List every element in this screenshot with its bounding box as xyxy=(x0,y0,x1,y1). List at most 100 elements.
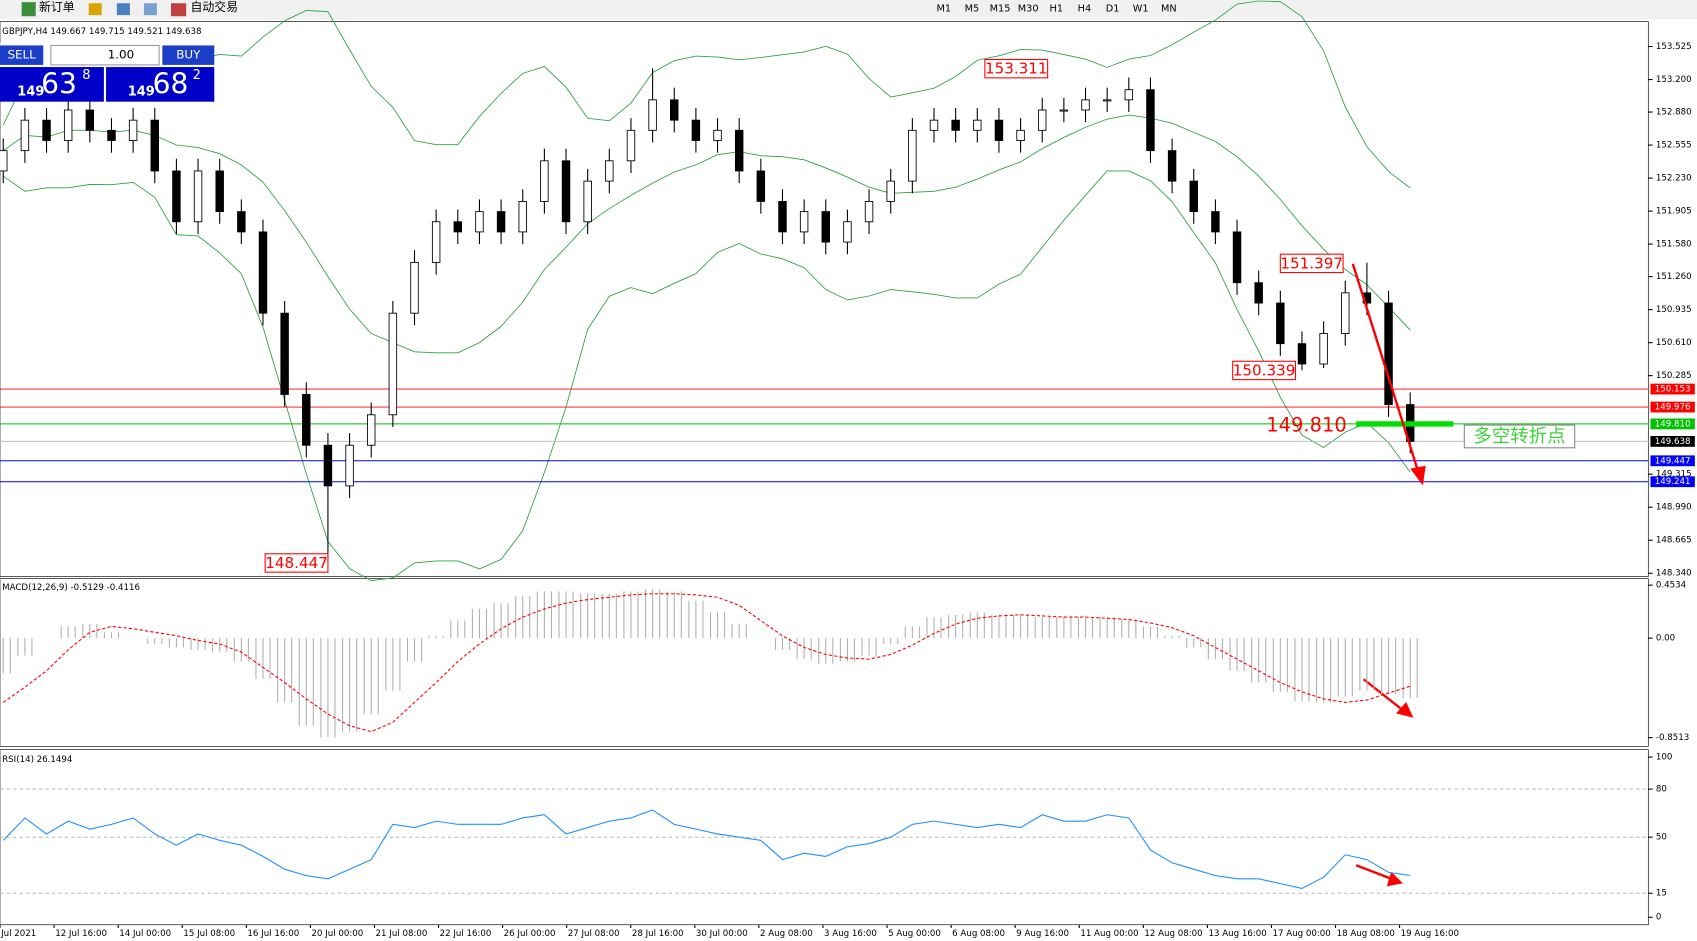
auto-trading-button[interactable]: 自动交易 xyxy=(190,0,238,14)
candle-body xyxy=(908,129,917,182)
candle-body xyxy=(1254,282,1263,304)
candle-body xyxy=(280,312,289,395)
buy-button[interactable] xyxy=(162,45,215,65)
candle-body xyxy=(410,261,419,314)
timeframe-button[interactable]: M30 xyxy=(1018,4,1039,15)
sell-label[interactable]: SELL xyxy=(7,48,36,62)
candle-body xyxy=(734,129,744,172)
bid-box[interactable] xyxy=(0,67,104,102)
toolbar xyxy=(0,0,1697,20)
level-label: 149.810 xyxy=(1655,419,1691,429)
level-label-bg xyxy=(1650,455,1695,467)
candle-body xyxy=(626,129,636,162)
sell-button[interactable] xyxy=(0,45,44,65)
bollinger-band xyxy=(2,114,1411,354)
time-label: 3 Aug 16:00 xyxy=(824,929,877,939)
candle-body xyxy=(778,201,787,233)
timeframe-button[interactable]: H4 xyxy=(1078,4,1092,15)
rsi-arrow xyxy=(1355,864,1394,881)
lot-value[interactable]: 1.00 xyxy=(108,48,134,62)
candle-body xyxy=(215,170,224,213)
candle-body xyxy=(648,99,657,131)
new-order-button[interactable]: 新订单 xyxy=(39,0,75,14)
candle-body xyxy=(388,312,398,416)
time-label: 15 Jul 08:00 xyxy=(183,929,235,939)
price-annotation: 150.339 xyxy=(1233,361,1296,379)
level-label: 149.638 xyxy=(1655,437,1691,447)
price-annotation: 153.311 xyxy=(985,60,1048,78)
candle-body xyxy=(1211,211,1220,233)
macd-tick-label: -0.8513 xyxy=(1656,733,1689,743)
candle-body xyxy=(323,444,333,487)
pivot-label-box xyxy=(1463,424,1576,449)
candle-body xyxy=(63,109,73,141)
timeframe-button[interactable]: M5 xyxy=(965,4,980,15)
price-tick-label: 153.200 xyxy=(1656,75,1692,85)
auto-trading-icon[interactable] xyxy=(170,3,187,17)
rsi-tick-label: 15 xyxy=(1656,889,1667,899)
macd-pane xyxy=(0,578,1649,747)
time-label: 21 Jul 08:00 xyxy=(376,929,428,939)
price-tick-label: 152.880 xyxy=(1656,108,1692,118)
candle-body xyxy=(951,119,960,131)
price-annotation-box xyxy=(264,553,329,573)
candle-body xyxy=(107,129,116,141)
ask-box[interactable] xyxy=(106,67,215,102)
one-click-panel: SELL 1.00 BUY 149 63 8 149 68 2 xyxy=(0,43,215,102)
timeframe-button[interactable]: H1 xyxy=(1050,4,1064,15)
price-tick-label: 150.935 xyxy=(1656,305,1692,315)
candle-body xyxy=(605,160,614,182)
timeframe-button[interactable]: MN xyxy=(1161,4,1177,15)
toolbar-icon[interactable] xyxy=(116,3,130,16)
ask-big: 149 xyxy=(128,84,155,99)
time-label: 28 Jul 16:00 xyxy=(632,929,684,939)
candle-body xyxy=(886,180,895,202)
time-label: 16 Jul 16:00 xyxy=(247,929,299,939)
price-tick-label: 150.610 xyxy=(1656,338,1692,348)
candle-body xyxy=(453,221,463,233)
time-label: 11 Aug 00:00 xyxy=(1080,929,1138,939)
candle-body xyxy=(475,211,484,233)
candle-body xyxy=(1232,231,1242,284)
time-label: 2 Aug 08:00 xyxy=(760,929,813,939)
candle-body xyxy=(0,150,8,172)
new-order-icon[interactable] xyxy=(21,2,36,17)
toolbar-icon[interactable] xyxy=(143,3,157,16)
candle-body xyxy=(1319,333,1328,365)
candle-body xyxy=(756,170,766,202)
buy-label[interactable]: BUY xyxy=(176,48,201,62)
candle-body xyxy=(821,211,830,243)
time-label: 26 Jul 00:00 xyxy=(504,929,556,939)
candle-body xyxy=(583,180,592,223)
candle-body xyxy=(1167,150,1177,182)
candle-body xyxy=(496,211,506,233)
bollinger-band xyxy=(2,170,1411,582)
price-tick-label: 151.905 xyxy=(1656,207,1692,217)
candle-body xyxy=(1124,89,1134,101)
macd-arrow xyxy=(1362,678,1406,713)
arrow-head xyxy=(1396,701,1414,718)
price-tick-label: 151.580 xyxy=(1656,240,1692,250)
timeframe-button[interactable]: M15 xyxy=(990,4,1011,15)
toolbar-icon[interactable] xyxy=(88,3,102,16)
time-label: 27 Jul 08:00 xyxy=(568,929,620,939)
arrows xyxy=(1351,263,1426,887)
candle-body xyxy=(431,221,441,263)
rsi-line xyxy=(2,809,1411,889)
lot-field[interactable] xyxy=(50,44,160,66)
candle-body xyxy=(1081,99,1090,111)
candle-body xyxy=(20,119,30,152)
candle-body xyxy=(1016,129,1025,141)
candle-body xyxy=(1189,180,1198,213)
time-label: 9 Aug 16:00 xyxy=(1016,929,1069,939)
pivot-label: 多空转折点 xyxy=(1474,426,1566,447)
price-tick-label: 148.990 xyxy=(1656,503,1692,513)
level-label: 150.153 xyxy=(1655,385,1691,395)
timeframe-button[interactable]: M1 xyxy=(936,4,951,15)
candle-body xyxy=(929,119,939,131)
symbol-info: GBPJPY,H4 149.667 149.715 149.521 149.63… xyxy=(2,27,201,37)
rsi-tick-label: 100 xyxy=(1656,753,1673,763)
timeframe-button[interactable]: W1 xyxy=(1133,4,1149,15)
timeframe-button[interactable]: D1 xyxy=(1106,4,1120,15)
candle-body xyxy=(994,119,1004,141)
